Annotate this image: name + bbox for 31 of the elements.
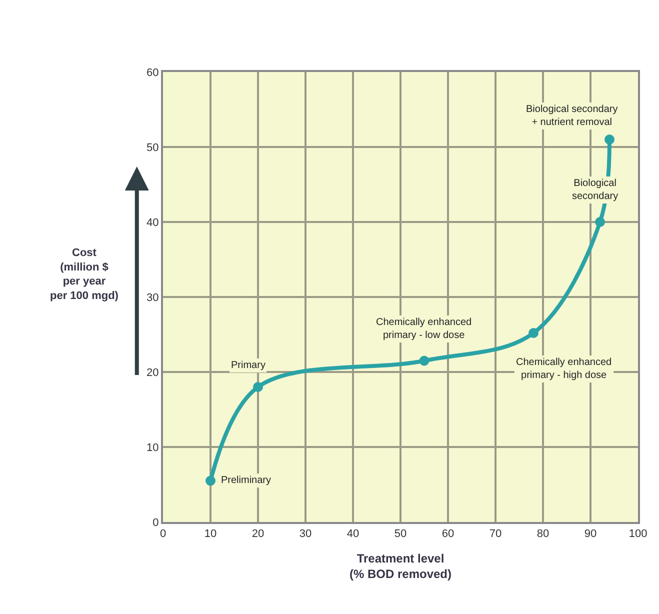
x-axis-title: Treatment level (% BOD removed)	[349, 552, 452, 582]
x-tick-label: 10	[204, 528, 217, 540]
y-tick-label: 30	[146, 292, 159, 304]
point	[419, 356, 430, 366]
x-tick-label: 30	[299, 528, 312, 540]
y-tick-label: 50	[146, 142, 159, 154]
annotation: Preliminary	[221, 475, 272, 486]
y-tick-label: 40	[146, 216, 159, 229]
y-tick-label: 0	[152, 516, 159, 529]
x-tick-label: 100	[628, 528, 648, 540]
annotation: Biological secondary	[572, 178, 618, 202]
x-tick-label: 70	[489, 528, 502, 540]
x-tick-label: 90	[584, 528, 597, 540]
x-tick-label: 50	[394, 528, 407, 540]
annotation: Biological secondary + nutrient removal	[526, 104, 618, 128]
point	[253, 382, 263, 392]
y-axis-title: Cost (million $ per year per 100 mgd)	[50, 247, 119, 302]
annotation: Chemically enhanced primary - high dose	[516, 357, 612, 381]
point	[595, 217, 605, 227]
x-tick-label: 20	[252, 528, 264, 540]
annotation: Chemically enhanced primary - low dose	[376, 317, 472, 341]
x-tick-label: 40	[346, 528, 360, 540]
x-tick-label: 60	[442, 528, 454, 540]
y-tick-label: 60	[146, 66, 159, 79]
point	[528, 328, 538, 338]
y-tick-label: 20	[146, 366, 159, 379]
annotation: Primary	[231, 360, 266, 371]
y-tick-label: 10	[146, 442, 159, 454]
point	[604, 134, 614, 144]
x-tick-label: 80	[536, 528, 550, 540]
point	[206, 476, 216, 486]
